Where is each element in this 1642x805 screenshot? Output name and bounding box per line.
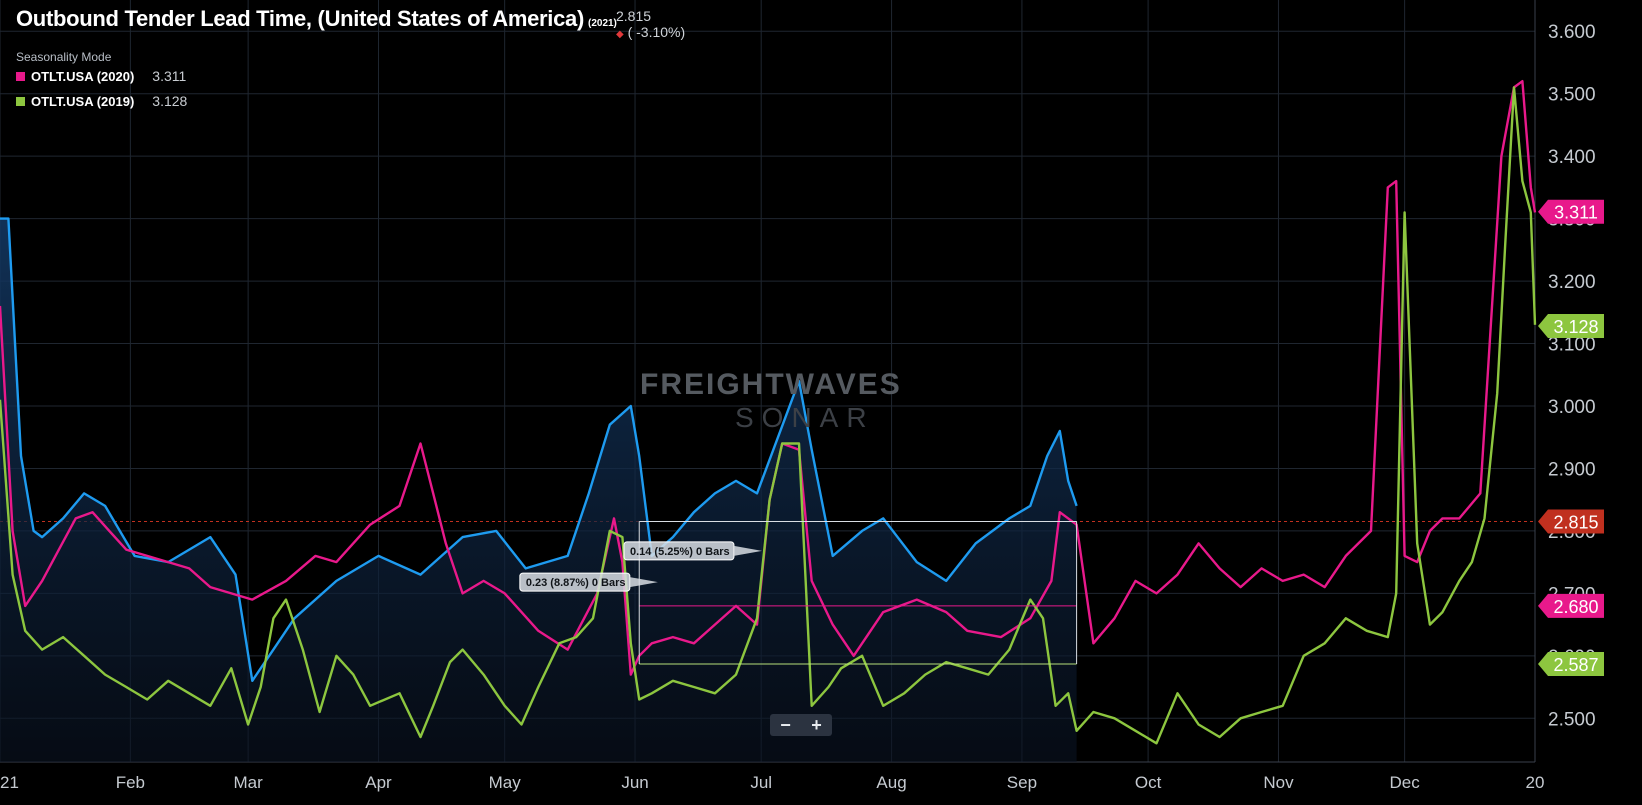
y-tick-label: 2.900 xyxy=(1548,459,1596,480)
price-tag-label: 3.311 xyxy=(1554,203,1598,223)
annotation-label: 0.23 (8.87%) 0 Bars xyxy=(526,577,626,589)
price-tag xyxy=(1538,509,1604,534)
y-tick-label: 3.600 xyxy=(1548,22,1596,43)
series-line-0 xyxy=(0,217,1078,682)
chart-title: Outbound Tender Lead Time, (United State… xyxy=(16,6,584,31)
legend-swatch xyxy=(16,96,25,106)
x-tick-label: Apr xyxy=(365,773,392,792)
y-tick-label: 3.400 xyxy=(1548,147,1596,168)
legend-label: OTLT.USA (2019) xyxy=(31,93,135,109)
change-text: ( -3.10%) xyxy=(627,24,686,40)
y-tick-label: 3.000 xyxy=(1548,397,1596,418)
legend-value: 3.128 xyxy=(152,93,188,109)
price-tag xyxy=(1538,314,1604,339)
legend-swatch xyxy=(16,71,25,81)
annotation-pointer xyxy=(733,545,762,556)
x-tick-label: Aug xyxy=(876,773,906,792)
x-tick-label: Mar xyxy=(233,773,263,792)
legend-label: OTLT.USA (2020) xyxy=(31,68,135,84)
series-area-2021 xyxy=(0,218,1077,763)
price-tag-label: 3.128 xyxy=(1553,317,1598,337)
legend-item-2019[interactable]: OTLT.USA (2019) 3.128 xyxy=(16,93,187,109)
x-tick-label: Sep xyxy=(1007,773,1037,792)
price-tag-label: 2.587 xyxy=(1553,655,1598,675)
watermark-sub: SONAR xyxy=(735,402,875,433)
x-tick-label: 20 xyxy=(1526,773,1545,792)
legend-item-2020[interactable]: OTLT.USA (2020) 3.311 xyxy=(16,68,186,84)
zoom-in-button[interactable]: + xyxy=(811,715,822,735)
x-tick-label: May xyxy=(489,773,522,792)
price-tag xyxy=(1538,651,1604,676)
seasonality-mode-label: Seasonality Mode xyxy=(16,50,112,64)
price-tag-label: 2.815 xyxy=(1553,513,1598,533)
watermark-logo: FREIGHTWAVES xyxy=(640,368,902,401)
price-tag-label: 2.680 xyxy=(1553,597,1598,617)
title-year: (2021) xyxy=(587,18,617,29)
down-diamond-icon: ◆ xyxy=(616,29,624,40)
annotation-pointer xyxy=(629,577,658,588)
legend-value: 3.311 xyxy=(152,68,187,84)
y-tick-label: 3.100 xyxy=(1548,335,1596,356)
x-tick-label: Nov xyxy=(1263,773,1294,792)
price-tag xyxy=(1538,199,1604,224)
y-tick-label: 2.500 xyxy=(1548,709,1596,730)
x-tick-label: 21 xyxy=(0,773,19,792)
series-line-2 xyxy=(0,86,1537,745)
change-value: ◆ ( -3.10%) xyxy=(616,24,685,43)
y-tick-label: 3.500 xyxy=(1548,85,1596,106)
x-tick-label: Feb xyxy=(116,773,145,792)
header-value-block: 2.815 ◆ ( -3.10%) xyxy=(616,8,685,43)
chart-header: Outbound Tender Lead Time, (United State… xyxy=(16,6,617,32)
annotation-label: 0.14 (5.25%) 0 Bars xyxy=(630,546,730,558)
price-tag xyxy=(1538,593,1604,618)
zoom-controls: − + xyxy=(770,714,832,736)
x-tick-label: Dec xyxy=(1390,773,1421,792)
current-value: 2.815 xyxy=(616,8,652,24)
x-tick-label: Oct xyxy=(1135,773,1162,792)
x-tick-label: Jul xyxy=(750,773,772,792)
zoom-out-button[interactable]: − xyxy=(780,715,791,735)
y-tick-label: 3.200 xyxy=(1548,272,1596,293)
x-tick-label: Jun xyxy=(621,773,648,792)
